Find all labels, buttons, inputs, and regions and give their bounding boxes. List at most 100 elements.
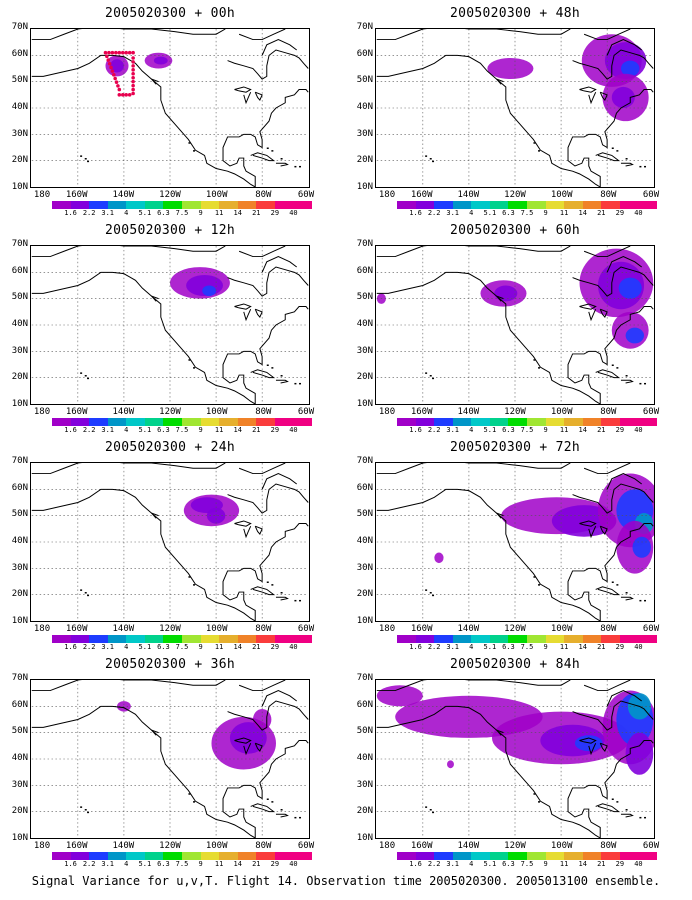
colorbar-swatch bbox=[601, 852, 620, 860]
latitude-label: 60N bbox=[356, 482, 373, 493]
latitude-label: 50N bbox=[356, 75, 373, 86]
latitude-label: 20N bbox=[11, 372, 28, 383]
latitude-label: 10N bbox=[11, 833, 28, 843]
longitude-label: 160W bbox=[65, 841, 88, 851]
coastline bbox=[376, 680, 571, 692]
latitude-label: 20N bbox=[356, 806, 373, 817]
longitude-label: 160W bbox=[410, 624, 433, 634]
map-area bbox=[375, 245, 655, 405]
colorbar-swatch bbox=[434, 852, 453, 860]
coastline bbox=[243, 91, 252, 105]
island bbox=[429, 592, 432, 594]
longitude-label: 100W bbox=[550, 841, 573, 851]
colorbar-label: 5.1 bbox=[483, 209, 497, 217]
colorbar-swatch bbox=[397, 418, 416, 426]
colorbar-swatch bbox=[619, 852, 639, 860]
colorbar-label: 5.1 bbox=[483, 643, 497, 651]
coastline bbox=[254, 525, 263, 536]
island bbox=[639, 165, 642, 168]
longitude-label: 100W bbox=[550, 407, 573, 417]
coastline bbox=[606, 39, 642, 56]
colorbar-swatch bbox=[200, 635, 220, 643]
colorbar-swatch bbox=[126, 635, 145, 643]
colorbar-label: 5.1 bbox=[138, 426, 152, 434]
colorbar-label: 40 bbox=[634, 643, 643, 651]
island bbox=[425, 372, 428, 374]
map-area bbox=[30, 245, 310, 405]
colorbar-swatch bbox=[601, 201, 620, 209]
observation-point bbox=[127, 50, 132, 55]
colorbar-swatch bbox=[89, 852, 108, 860]
colorbar-swatch bbox=[293, 201, 313, 209]
observation-point bbox=[131, 91, 135, 96]
longitude-label: 60W bbox=[642, 407, 660, 417]
colorbar-swatch bbox=[582, 201, 602, 209]
panel-title: 2005020300 + 12h bbox=[104, 223, 236, 238]
coastline bbox=[250, 586, 276, 596]
colorbar-label: 4 bbox=[124, 643, 129, 651]
variance-contour bbox=[611, 86, 635, 108]
colorbar-label: 29 bbox=[615, 426, 625, 434]
panel-title: 2005020300 + 72h bbox=[449, 440, 581, 455]
island bbox=[533, 359, 536, 361]
coastline bbox=[261, 39, 297, 56]
coastline bbox=[579, 520, 597, 527]
island bbox=[188, 359, 191, 361]
latitude-label: 30N bbox=[11, 345, 28, 356]
latitude-label: 10N bbox=[356, 616, 373, 626]
longitude-label: 100W bbox=[205, 841, 228, 851]
colorbar-swatch bbox=[293, 418, 313, 426]
coastline bbox=[31, 54, 256, 187]
colorbar-label: 1.6 bbox=[64, 209, 77, 217]
observation-point bbox=[105, 54, 109, 59]
forecast-panel-60h: 2005020300 + 60h 70N 60N 50N 40N 30N 20N 10N 180… bbox=[345, 217, 675, 434]
colorbar-label: 6.3 bbox=[502, 209, 515, 217]
colorbar-label: 3.1 bbox=[101, 643, 115, 651]
colorbar-swatch bbox=[508, 201, 528, 209]
island bbox=[644, 382, 647, 385]
island bbox=[639, 382, 642, 385]
latitude-label: 30N bbox=[356, 779, 373, 790]
coastline bbox=[376, 29, 571, 41]
colorbar-swatch bbox=[52, 201, 71, 209]
colorbar-label: 6.3 bbox=[502, 426, 515, 434]
island bbox=[80, 806, 83, 808]
island bbox=[538, 801, 541, 803]
island bbox=[425, 589, 428, 591]
latitude-label: 40N bbox=[356, 753, 373, 763]
coastline bbox=[151, 729, 159, 736]
observation-point bbox=[110, 50, 115, 55]
coastline bbox=[572, 49, 654, 80]
colorbar-label: 6.3 bbox=[157, 209, 170, 217]
island bbox=[429, 809, 432, 811]
colorbar-label: 14 bbox=[233, 209, 242, 217]
coastline bbox=[588, 308, 597, 322]
colorbar-label: 2.2 bbox=[82, 643, 96, 651]
island bbox=[280, 809, 283, 811]
island bbox=[299, 599, 302, 602]
island bbox=[271, 801, 274, 803]
colorbar-swatch bbox=[256, 201, 275, 209]
coastline bbox=[222, 740, 309, 838]
colorbar-swatch bbox=[107, 418, 127, 426]
colorbar-label: 29 bbox=[615, 860, 625, 868]
colorbar-swatch bbox=[489, 635, 509, 643]
map-area bbox=[375, 679, 655, 839]
observation-point bbox=[106, 58, 111, 62]
colorbar-label: 3.1 bbox=[101, 209, 115, 217]
colorbar-swatch bbox=[527, 852, 546, 860]
colorbar-swatch bbox=[415, 635, 435, 643]
map-svg bbox=[31, 680, 309, 838]
map-svg bbox=[31, 29, 309, 187]
coastline bbox=[376, 54, 601, 187]
coastline bbox=[238, 680, 286, 692]
longitude-label: 140W bbox=[457, 624, 480, 634]
variance-contour bbox=[202, 285, 217, 297]
colorbar-label: 9 bbox=[543, 209, 548, 217]
colorbar-label: 14 bbox=[233, 860, 242, 868]
coastline bbox=[234, 303, 252, 310]
island bbox=[639, 816, 642, 819]
colorbar-swatch bbox=[545, 635, 565, 643]
observation-point bbox=[110, 69, 115, 73]
colorbar-label: 1.6 bbox=[64, 860, 77, 868]
